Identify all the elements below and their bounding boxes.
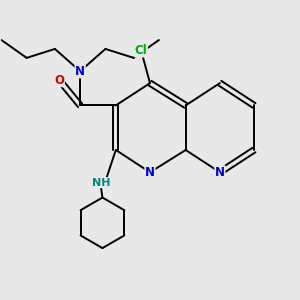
Text: N: N: [145, 166, 155, 179]
Text: O: O: [54, 74, 64, 87]
Text: NH: NH: [92, 178, 110, 188]
Text: N: N: [75, 65, 85, 78]
Text: Cl: Cl: [135, 44, 148, 57]
Text: N: N: [215, 166, 225, 179]
